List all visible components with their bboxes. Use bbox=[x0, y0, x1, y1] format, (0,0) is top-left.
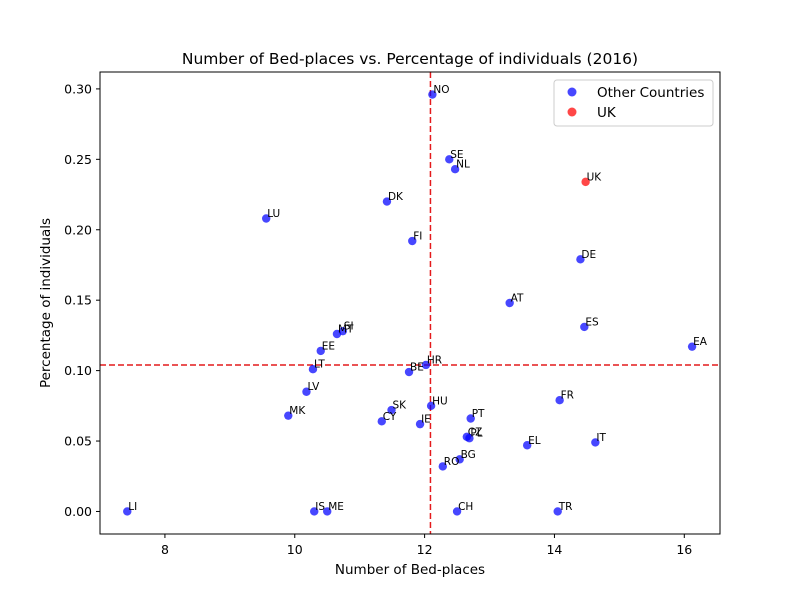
data-point-be bbox=[404, 367, 414, 377]
point-label-mk: MK bbox=[289, 405, 306, 417]
point-label-at: AT bbox=[511, 293, 524, 305]
y-tick-label: 0.00 bbox=[64, 504, 92, 519]
data-point-lu bbox=[261, 214, 271, 223]
chart-title: Number of Bed-places vs. Percentage of i… bbox=[182, 50, 638, 68]
data-point-el bbox=[522, 441, 532, 450]
point-label-se: SE bbox=[450, 149, 463, 161]
legend-marker-uk bbox=[567, 107, 577, 117]
data-point-se bbox=[445, 155, 454, 164]
data-point-de bbox=[576, 255, 585, 264]
legend-label-other-countries: Other Countries bbox=[597, 85, 704, 101]
point-label-pl: PL bbox=[470, 428, 482, 440]
y-tick-label: 0.20 bbox=[64, 222, 92, 237]
data-point-ie bbox=[415, 419, 425, 429]
point-label-el: EL bbox=[528, 435, 541, 447]
data-point-fi bbox=[408, 236, 417, 246]
data-point-li bbox=[123, 507, 132, 516]
point-label-nl: NL bbox=[456, 159, 470, 171]
y-tick-label: 0.15 bbox=[64, 293, 92, 308]
data-point-mt bbox=[332, 329, 342, 339]
point-label-sk: SK bbox=[392, 400, 407, 412]
point-label-ie: IE bbox=[421, 414, 431, 426]
point-label-lu: LU bbox=[267, 208, 280, 220]
data-point-pl bbox=[465, 434, 474, 443]
point-label-it: IT bbox=[596, 432, 606, 444]
x-tick-label: 8 bbox=[161, 542, 169, 557]
point-label-be: BE bbox=[410, 362, 424, 374]
y-tick-label: 0.25 bbox=[64, 152, 92, 167]
data-point-pt bbox=[466, 414, 475, 423]
x-tick-label: 12 bbox=[417, 542, 433, 557]
data-point-no bbox=[428, 90, 437, 99]
x-tick-label: 16 bbox=[676, 542, 692, 557]
point-label-es: ES bbox=[585, 316, 599, 328]
data-point-sk bbox=[387, 405, 396, 415]
point-label-is: IS bbox=[315, 501, 325, 513]
point-label-li: LI bbox=[128, 501, 137, 513]
y-tick-label: 0.30 bbox=[64, 81, 92, 96]
data-point-mk bbox=[284, 411, 293, 420]
data-point-tr bbox=[553, 507, 562, 516]
legend-box bbox=[553, 79, 714, 127]
point-label-ee: EE bbox=[322, 340, 335, 352]
y-axis: 0.00 0.05 0.10 0.15 0.20 0.25 0.30 bbox=[64, 81, 100, 519]
point-label-hr: HR bbox=[427, 354, 442, 366]
data-point-nl bbox=[450, 164, 460, 174]
data-point-uk bbox=[581, 177, 590, 187]
data-point-es bbox=[580, 322, 589, 332]
data-point-lv bbox=[302, 387, 311, 396]
point-label-pt: PT bbox=[472, 408, 485, 420]
point-label-ea: EA bbox=[693, 336, 708, 348]
data-point-at bbox=[505, 298, 514, 308]
point-label-si: SI bbox=[344, 321, 354, 333]
y-tick-label: 0.10 bbox=[64, 363, 92, 378]
point-label-tr: TR bbox=[558, 501, 573, 513]
data-point-ch bbox=[452, 507, 462, 516]
data-point-lt bbox=[308, 365, 318, 374]
data-point-fr bbox=[555, 395, 564, 405]
point-label-cy: CY bbox=[383, 411, 397, 423]
data-point-hu bbox=[426, 401, 436, 411]
point-label-ch: CH bbox=[458, 501, 473, 513]
data-point-ee bbox=[316, 346, 325, 356]
axes-frame bbox=[99, 71, 721, 535]
point-label-uk: UK bbox=[587, 171, 603, 183]
x-tick-label: 14 bbox=[546, 542, 562, 557]
data-point-is bbox=[310, 507, 319, 516]
legend: Other Countries UK bbox=[553, 79, 714, 127]
data-point-bg bbox=[455, 455, 464, 464]
data-point-me bbox=[323, 507, 332, 516]
data-point-dk bbox=[382, 197, 392, 206]
data-point-ro bbox=[438, 462, 447, 471]
point-label-ro: RO bbox=[444, 456, 460, 468]
point-label-mt: MT bbox=[338, 323, 354, 335]
point-label-dk: DK bbox=[388, 191, 404, 203]
data-point-cy bbox=[377, 417, 386, 426]
point-label-no: NO bbox=[433, 84, 449, 96]
point-label-lv: LV bbox=[307, 381, 320, 393]
data-point-it bbox=[591, 438, 600, 447]
legend-marker-other-countries bbox=[567, 87, 577, 97]
point-label-me: ME bbox=[328, 501, 344, 513]
point-label-hu: HU bbox=[432, 395, 448, 407]
point-label-de: DE bbox=[581, 249, 596, 261]
data-point-ea bbox=[687, 342, 697, 351]
point-label-fi: FI bbox=[413, 231, 422, 243]
legend-label-uk: UK bbox=[597, 105, 617, 121]
x-axis-label: Number of Bed-places bbox=[335, 562, 485, 578]
y-axis-label: Percentage of individuals bbox=[38, 218, 54, 388]
y-tick-label: 0.05 bbox=[64, 434, 92, 449]
x-tick-label: 10 bbox=[287, 542, 303, 557]
point-label-lt: LT bbox=[314, 359, 325, 371]
x-axis: 8 10 12 14 16 bbox=[161, 534, 692, 557]
data-point-hr bbox=[421, 360, 431, 370]
point-label-bg: BG bbox=[461, 449, 476, 461]
point-label-fr: FR bbox=[561, 390, 574, 402]
